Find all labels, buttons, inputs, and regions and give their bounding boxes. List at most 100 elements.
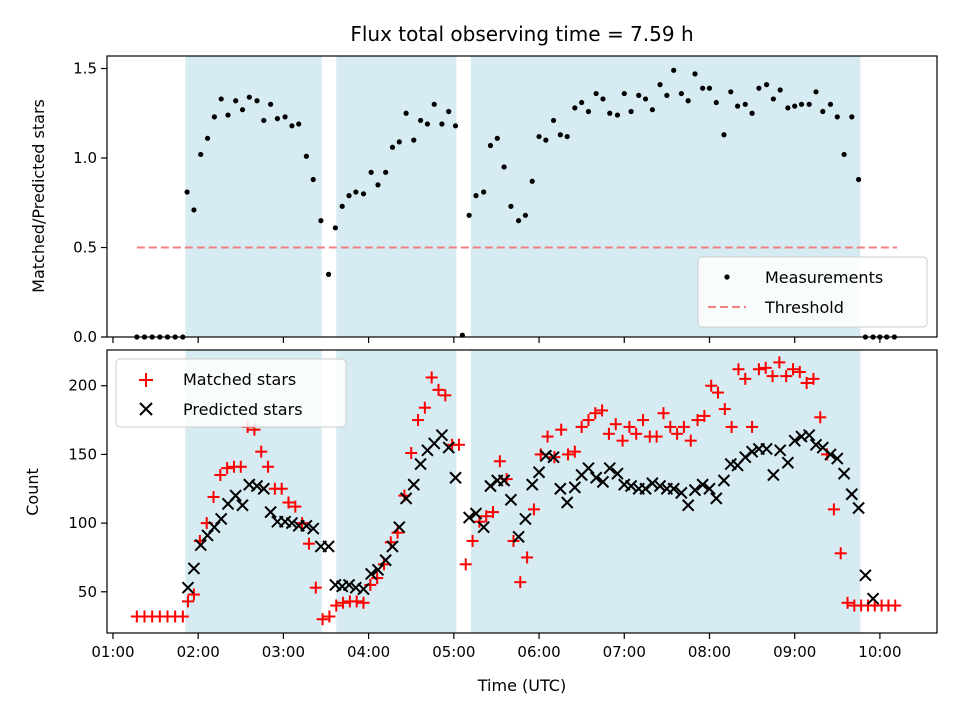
measurement-point	[777, 87, 783, 93]
measurement-point	[452, 123, 459, 129]
matched-star-point	[630, 427, 643, 440]
measurement-point	[403, 110, 409, 116]
measurement-point	[585, 108, 592, 115]
measurement-point	[268, 101, 274, 107]
xtick-label: 07:00	[603, 643, 646, 661]
xtick-label: 02:00	[177, 643, 220, 661]
bottom-legend: Matched stars Predicted stars	[115, 358, 347, 428]
predicted-star-point	[477, 521, 490, 534]
top-legend: Measurements Threshold	[697, 256, 928, 328]
measurement-point	[318, 218, 324, 224]
predicted-star-point	[342, 578, 356, 592]
predicted-star-point	[547, 450, 560, 464]
measurement-point	[218, 96, 224, 102]
matched-star-point	[698, 409, 711, 422]
predicted-star-point	[322, 540, 335, 553]
bottom-ytick-label: 50	[78, 583, 97, 601]
measurement-point	[593, 90, 599, 97]
matched-star-point	[841, 596, 854, 609]
measurement-point	[487, 142, 494, 149]
predicted-stars-series	[181, 428, 880, 605]
predicted-star-point	[624, 479, 638, 493]
predicted-star-point	[442, 441, 455, 454]
measurement-point	[501, 164, 507, 170]
xtick-label: 01:00	[91, 643, 134, 661]
predicted-star-point	[589, 471, 603, 484]
predicted-star-point	[364, 567, 378, 581]
legend-predicted-marker	[139, 402, 153, 416]
matched-star-point	[807, 372, 820, 385]
matched-star-point	[562, 448, 575, 461]
measurement-point	[431, 101, 437, 107]
measurement-point	[834, 114, 840, 120]
predicted-star-point	[859, 569, 872, 582]
measurement-point	[713, 99, 719, 106]
predicted-star-point	[214, 512, 228, 526]
measurement-point	[225, 112, 231, 118]
matched-star-point	[773, 356, 786, 369]
predicted-star-point	[717, 474, 731, 487]
measurement-point	[254, 98, 260, 104]
matched-star-point	[487, 506, 500, 519]
predicted-star-point	[250, 479, 264, 493]
measurement-point	[368, 169, 374, 175]
predicted-star-point	[611, 467, 624, 480]
predicted-star-point	[560, 496, 574, 509]
matched-star-point	[759, 361, 772, 374]
predicted-star-point	[519, 512, 532, 526]
measurement-point	[721, 132, 727, 138]
predicted-star-point	[745, 445, 759, 458]
measurement-point	[841, 151, 847, 158]
matched-star-point	[541, 430, 554, 443]
measurement-point	[557, 132, 563, 138]
measurement-point	[274, 116, 281, 122]
matched-star-point	[309, 581, 322, 594]
measurement-point	[481, 189, 487, 195]
matched-star-point	[623, 420, 636, 433]
matched-star-point	[827, 503, 840, 516]
predicted-star-point	[837, 467, 851, 480]
measurement-point	[798, 101, 805, 107]
measurement-point	[550, 117, 557, 124]
measurement-point	[572, 105, 578, 111]
legend-matched-marker	[139, 373, 153, 387]
predicted-star-point	[512, 530, 525, 544]
top-plot-frame	[106, 55, 938, 338]
bottom-panel: 50 100 150 200 01:00 02:00 03:00 04:00 05:00 06:…	[23, 349, 938, 695]
matched-star-point	[289, 500, 302, 513]
measurement-point	[671, 67, 677, 73]
measurement-point	[813, 89, 819, 95]
predicted-star-point	[462, 511, 476, 524]
matched-stars-series	[130, 356, 902, 626]
matched-star-point	[582, 414, 595, 427]
matched-star-point	[800, 376, 813, 389]
matched-star-point	[575, 420, 588, 433]
matched-star-point	[521, 551, 534, 564]
matched-star-point	[732, 363, 745, 376]
measurement-point	[749, 110, 755, 116]
predicted-star-point	[596, 475, 610, 489]
measurement-point	[856, 176, 862, 183]
predicted-star-point	[285, 516, 299, 530]
predicted-star-point	[264, 505, 277, 519]
top-panel: 0.0 0.5 1.0 1.5 Matched/Predicted stars Mea…	[29, 55, 938, 346]
measurement-point	[246, 94, 252, 100]
matched-star-point	[480, 510, 493, 523]
legend-measurements-label: Measurements	[765, 268, 883, 287]
matched-star-point	[357, 596, 370, 609]
measurement-point	[536, 133, 542, 140]
xtick-label: 06:00	[517, 643, 560, 661]
bottom-x-axis-ticks: 01:00 02:00 03:00 04:00 05:00 06:00 07:00 08:00…	[91, 633, 902, 661]
matched-star-point	[262, 460, 275, 473]
matched-star-point	[384, 536, 397, 549]
measurement-point	[806, 101, 812, 107]
legend-threshold-label: Threshold	[764, 298, 844, 317]
predicted-star-point	[831, 452, 844, 465]
measurement-point	[657, 82, 663, 88]
measurement-point	[827, 101, 834, 107]
measurement-point	[508, 203, 514, 209]
predicted-star-point	[371, 563, 385, 577]
predicted-star-point	[399, 492, 413, 505]
measurement-point	[346, 193, 352, 199]
measurement-point	[261, 117, 267, 124]
